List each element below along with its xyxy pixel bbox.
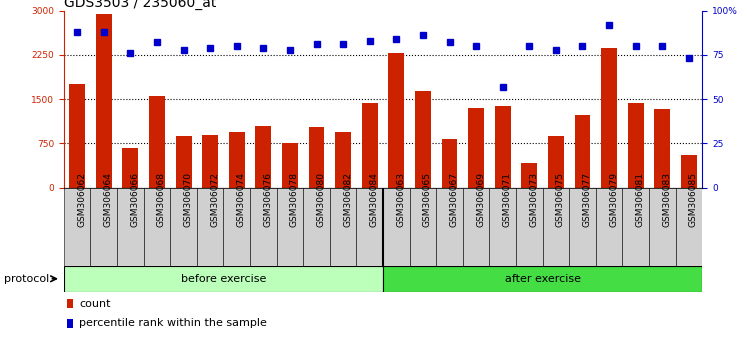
Bar	[250, 188, 276, 266]
Text: GSM306084: GSM306084	[369, 172, 379, 227]
Bar	[96, 13, 112, 188]
Text: GSM306067: GSM306067	[450, 172, 459, 227]
Bar	[202, 135, 218, 188]
Bar	[362, 103, 378, 188]
Bar	[330, 188, 357, 266]
Text: GSM306077: GSM306077	[583, 172, 592, 227]
Text: protocol: protocol	[4, 274, 49, 284]
Bar	[309, 127, 324, 188]
Bar	[463, 188, 490, 266]
Bar	[521, 163, 537, 188]
Text: GSM306066: GSM306066	[131, 172, 140, 227]
Bar	[649, 188, 676, 266]
Text: GSM306078: GSM306078	[290, 172, 299, 227]
Text: count: count	[79, 298, 110, 309]
Bar	[676, 188, 702, 266]
Text: GSM306068: GSM306068	[157, 172, 166, 227]
Bar	[569, 188, 596, 266]
Bar	[548, 136, 564, 188]
Bar	[436, 188, 463, 266]
Text: GSM306065: GSM306065	[423, 172, 432, 227]
Bar	[442, 139, 457, 188]
Text: GSM306063: GSM306063	[397, 172, 406, 227]
Bar	[357, 188, 383, 266]
Text: GSM306064: GSM306064	[104, 172, 113, 227]
Text: GSM306075: GSM306075	[556, 172, 565, 227]
Text: GSM306062: GSM306062	[77, 172, 86, 227]
Text: GSM306079: GSM306079	[609, 172, 618, 227]
Text: GSM306083: GSM306083	[662, 172, 671, 227]
Bar	[490, 188, 516, 266]
Text: GSM306073: GSM306073	[529, 172, 538, 227]
Bar	[229, 132, 245, 188]
Bar	[67, 299, 73, 308]
Bar	[197, 188, 224, 266]
Bar	[495, 105, 511, 188]
Bar	[654, 109, 671, 188]
Bar	[67, 319, 73, 328]
Bar	[276, 188, 303, 266]
Text: GDS3503 / 235060_at: GDS3503 / 235060_at	[64, 0, 216, 10]
Bar	[575, 115, 590, 188]
Bar	[176, 136, 192, 188]
Text: before exercise: before exercise	[181, 274, 266, 284]
Bar	[255, 126, 271, 188]
Text: GSM306071: GSM306071	[502, 172, 511, 227]
Bar	[64, 266, 383, 292]
Bar	[681, 155, 697, 188]
Bar	[596, 188, 623, 266]
Bar	[69, 84, 85, 188]
Bar	[303, 188, 330, 266]
Bar	[601, 48, 617, 188]
Text: GSM306082: GSM306082	[343, 172, 352, 227]
Bar	[543, 188, 569, 266]
Bar	[516, 188, 543, 266]
Bar	[383, 266, 702, 292]
Bar	[623, 188, 649, 266]
Text: percentile rank within the sample: percentile rank within the sample	[79, 319, 267, 329]
Text: GSM306074: GSM306074	[237, 172, 246, 227]
Bar	[122, 148, 138, 188]
Text: GSM306080: GSM306080	[316, 172, 325, 227]
Bar	[64, 188, 90, 266]
Bar	[170, 188, 197, 266]
Bar	[335, 132, 351, 188]
Text: GSM306085: GSM306085	[689, 172, 698, 227]
Bar	[117, 188, 143, 266]
Text: GSM306070: GSM306070	[183, 172, 192, 227]
Bar	[383, 188, 409, 266]
Text: GSM306069: GSM306069	[476, 172, 485, 227]
Bar	[90, 188, 117, 266]
Bar	[628, 103, 644, 188]
Bar	[282, 143, 298, 188]
Text: GSM306072: GSM306072	[210, 172, 219, 227]
Text: after exercise: after exercise	[505, 274, 581, 284]
Text: GSM306081: GSM306081	[635, 172, 644, 227]
Bar	[415, 91, 431, 188]
Bar	[224, 188, 250, 266]
Bar	[409, 188, 436, 266]
Bar	[468, 108, 484, 188]
Bar	[143, 188, 170, 266]
Bar	[149, 96, 165, 188]
Bar	[388, 53, 404, 188]
Text: GSM306076: GSM306076	[264, 172, 273, 227]
